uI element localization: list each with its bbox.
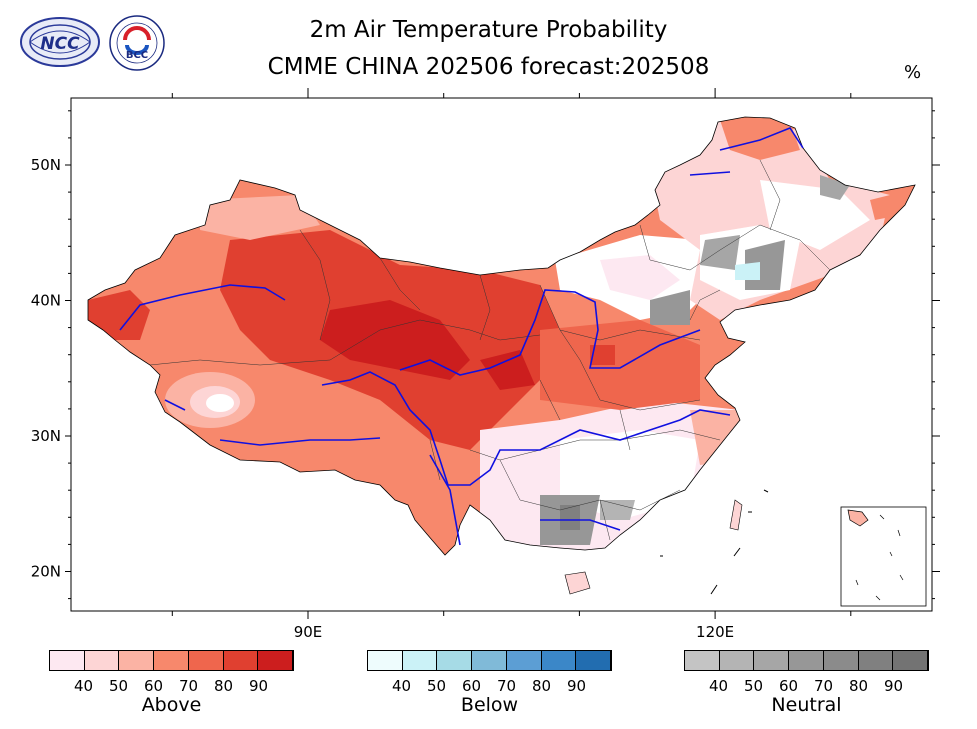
legend-swatch xyxy=(368,651,403,670)
taiwan xyxy=(729,499,743,531)
axis-labels: 50N 40N 30N 20N 90E 120E xyxy=(31,156,734,641)
legend-tick-label: 90 xyxy=(567,677,587,695)
legend-swatch xyxy=(858,651,894,670)
legend-tick-label: 70 xyxy=(814,677,834,695)
legend-swatch xyxy=(506,651,542,670)
legend-tick-label: 60 xyxy=(462,677,482,695)
legend-swatch xyxy=(685,651,720,670)
legend-tick-label: 40 xyxy=(709,677,729,695)
legend-tick-label: 90 xyxy=(249,677,269,695)
legend-swatch xyxy=(154,651,189,670)
legend-title-neutral: Neutral xyxy=(771,694,842,716)
bcc-logo: BCC xyxy=(109,15,165,71)
legend-tick-label: 50 xyxy=(427,677,447,695)
legend-tick-label: 70 xyxy=(497,677,517,695)
lat-label: 30N xyxy=(31,427,61,445)
legend-tick-label: 90 xyxy=(884,677,904,695)
hainan xyxy=(564,571,591,595)
legend-tick-label: 80 xyxy=(214,677,234,695)
lat-label: 50N xyxy=(31,156,61,174)
legend-swatch xyxy=(789,651,824,670)
inset-marks xyxy=(847,509,904,601)
legend-swatch xyxy=(472,651,507,670)
legend-tick-label: 40 xyxy=(392,677,412,695)
chart-title: 2m Air Temperature Probability xyxy=(309,17,668,43)
legend-title-below: Below xyxy=(460,694,519,716)
legend-title-above: Above xyxy=(141,694,202,716)
legend-swatch xyxy=(402,651,438,670)
legend-swatch xyxy=(50,651,85,670)
legend-swatch xyxy=(719,651,755,670)
legend-tick-label: 80 xyxy=(849,677,869,695)
lat-label: 40N xyxy=(31,292,61,310)
legend-swatch xyxy=(188,651,224,670)
legend-bar-above xyxy=(49,650,294,671)
major-rivers xyxy=(119,127,804,546)
legend-swatch xyxy=(84,651,120,670)
legend-swatch xyxy=(258,651,294,670)
legend-swatch xyxy=(119,651,155,670)
legend-tick-label: 80 xyxy=(532,677,552,695)
province-boundaries xyxy=(149,159,831,541)
bcc-logo-text: BCC xyxy=(126,50,148,61)
legend-tick-label: 70 xyxy=(179,677,199,695)
axis-ticks xyxy=(65,88,940,619)
legend-tick-label: 40 xyxy=(74,677,94,695)
chart-subtitle: CMME CHINA 202506 forecast:202508 xyxy=(267,54,710,80)
legend-swatch xyxy=(223,651,259,670)
legend-swatch xyxy=(893,651,929,670)
legend-swatch xyxy=(823,651,859,670)
legend-swatch xyxy=(576,651,612,670)
ncc-logo: NCC xyxy=(20,17,100,67)
legend-bar-below xyxy=(367,650,612,671)
lat-label: 20N xyxy=(31,563,61,581)
legend-swatch xyxy=(437,651,473,670)
island-marks xyxy=(660,489,769,595)
legend-tick-label: 50 xyxy=(744,677,764,695)
legend-bar-neutral xyxy=(684,650,929,671)
legend-swatch xyxy=(541,651,577,670)
lon-label: 120E xyxy=(696,623,734,641)
unit-label: % xyxy=(904,62,922,83)
legend-tick-label: 60 xyxy=(144,677,164,695)
ncc-logo-text: NCC xyxy=(40,34,80,54)
legend-swatch xyxy=(754,651,790,670)
legend-tick-label: 50 xyxy=(109,677,129,695)
lon-label: 90E xyxy=(294,623,323,641)
legend-tick-label: 60 xyxy=(779,677,799,695)
